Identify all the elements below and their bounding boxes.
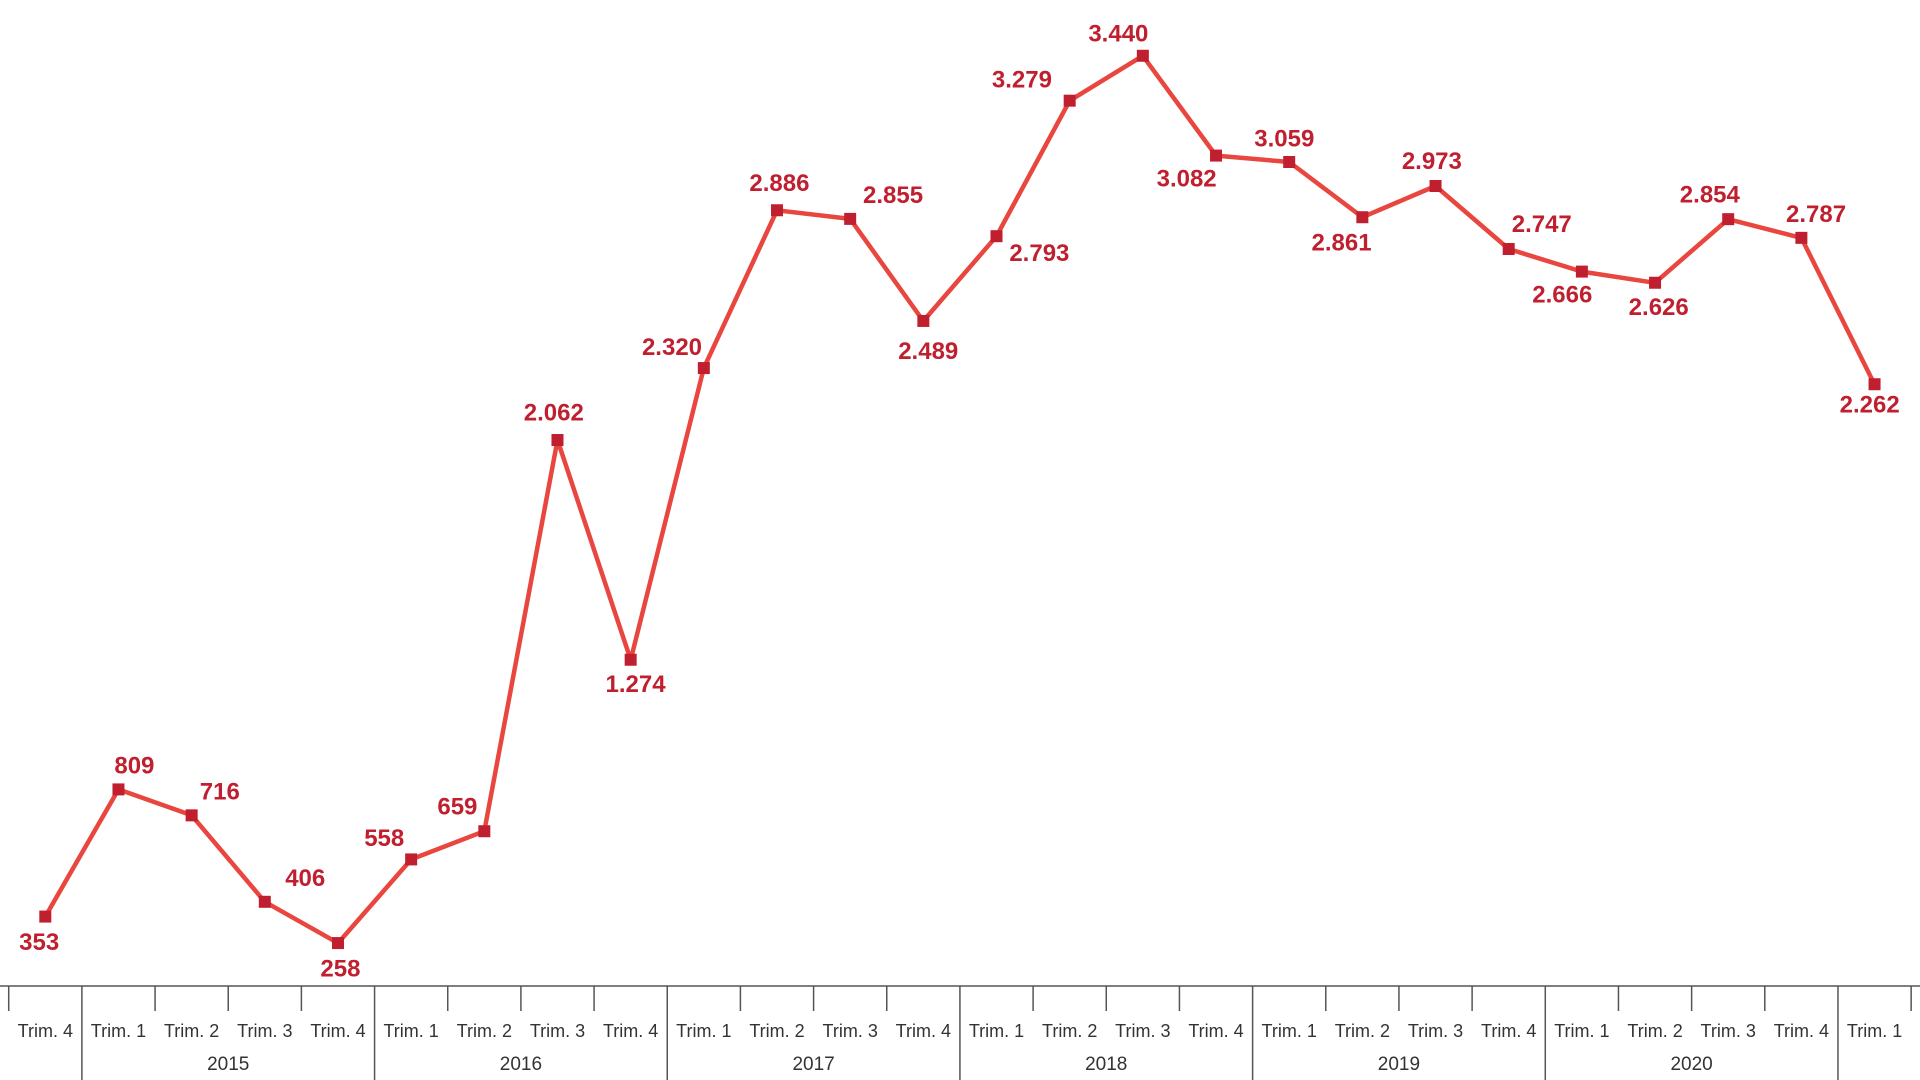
value-label: 2.886: [749, 170, 809, 197]
x-tick-label: Trim. 3: [823, 1021, 878, 1041]
x-tick-label: Trim. 4: [18, 1021, 73, 1041]
value-label: 2.489: [898, 338, 958, 365]
data-point: [1502, 243, 1515, 256]
value-label: 2.320: [642, 334, 702, 361]
data-point: [917, 314, 930, 327]
value-label: 659: [437, 793, 477, 820]
x-tick-label: Trim. 4: [1774, 1021, 1829, 1041]
year-label: 2017: [792, 1054, 834, 1075]
x-tick-label: Trim. 1: [1262, 1021, 1317, 1041]
data-point: [1356, 211, 1369, 224]
year-label: 2019: [1378, 1054, 1420, 1075]
x-tick-label: Trim. 1: [91, 1021, 146, 1041]
value-label: 1.274: [606, 671, 667, 698]
year-label: 2015: [207, 1054, 249, 1075]
data-point: [1575, 265, 1588, 278]
data-point: [1429, 179, 1442, 192]
x-tick-label: Trim. 1: [1847, 1021, 1902, 1041]
data-point: [990, 230, 1003, 243]
x-tick-label: Trim. 2: [164, 1021, 219, 1041]
data-point: [478, 825, 491, 838]
value-label: 3.440: [1088, 20, 1148, 47]
data-point: [1795, 231, 1808, 244]
value-label: 406: [285, 865, 325, 892]
value-label: 3.082: [1157, 165, 1217, 192]
x-tick-label: Trim. 4: [1188, 1021, 1243, 1041]
x-tick-label: Trim. 1: [676, 1021, 731, 1041]
x-tick-label: Trim. 2: [1335, 1021, 1390, 1041]
x-tick-label: Trim. 1: [1554, 1021, 1609, 1041]
value-label: 2.062: [524, 400, 584, 427]
year-label: 2016: [500, 1054, 542, 1075]
data-point: [185, 809, 198, 822]
x-tick-label: Trim. 4: [603, 1021, 658, 1041]
x-tick-label: Trim. 3: [1115, 1021, 1170, 1041]
value-label: 3.279: [992, 66, 1052, 93]
year-label: 2020: [1670, 1054, 1712, 1075]
x-tick-label: Trim. 2: [457, 1021, 512, 1041]
data-point: [551, 434, 564, 447]
data-point: [844, 212, 857, 225]
value-label: 2.787: [1786, 201, 1846, 228]
x-tick-label: Trim. 4: [896, 1021, 951, 1041]
value-label: 2.793: [1009, 240, 1069, 267]
x-tick-label: Trim. 3: [530, 1021, 585, 1041]
x-tick-label: Trim. 2: [1042, 1021, 1097, 1041]
x-tick-label: Trim. 4: [310, 1021, 365, 1041]
data-point: [1210, 149, 1223, 162]
data-line: [43, 53, 1877, 946]
value-label: 2.855: [863, 182, 923, 209]
data-point: [1722, 213, 1735, 226]
value-label: 2.747: [1512, 211, 1572, 238]
data-point: [258, 895, 271, 908]
value-label: 716: [200, 779, 240, 806]
x-tick-label: Trim. 1: [969, 1021, 1024, 1041]
value-label: 2.854: [1680, 181, 1741, 208]
x-tick-label: Trim. 3: [1408, 1021, 1463, 1041]
value-label: 558: [364, 825, 404, 852]
value-label: 2.666: [1532, 281, 1592, 308]
year-label: 2018: [1085, 1054, 1127, 1075]
data-point: [771, 204, 783, 217]
x-tick-label: Trim. 2: [1627, 1021, 1682, 1041]
value-label: 353: [19, 929, 59, 956]
x-tick-label: Trim. 1: [383, 1021, 438, 1041]
data-point: [697, 362, 710, 375]
data-point: [1136, 49, 1149, 62]
value-label: 2.626: [1629, 294, 1689, 321]
value-label: 2.861: [1312, 230, 1372, 257]
value-label: 2.262: [1840, 392, 1900, 419]
data-point: [39, 910, 52, 923]
data-point: [1283, 156, 1296, 169]
x-tick-label: Trim. 3: [237, 1021, 292, 1041]
data-point: [1063, 94, 1076, 107]
data-point: [405, 853, 418, 866]
x-tick-label: Trim. 2: [749, 1021, 804, 1041]
x-tick-label: Trim. 3: [1701, 1021, 1756, 1041]
value-label: 258: [320, 955, 360, 982]
x-tick-label: Trim. 4: [1481, 1021, 1536, 1041]
value-label: 809: [114, 753, 154, 780]
data-point: [112, 783, 125, 796]
data-point: [1649, 276, 1662, 289]
data-point: [331, 937, 344, 950]
data-point: [624, 653, 637, 666]
value-label: 3.059: [1254, 125, 1314, 152]
data-point: [1868, 378, 1881, 391]
value-label: 2.973: [1402, 148, 1462, 175]
